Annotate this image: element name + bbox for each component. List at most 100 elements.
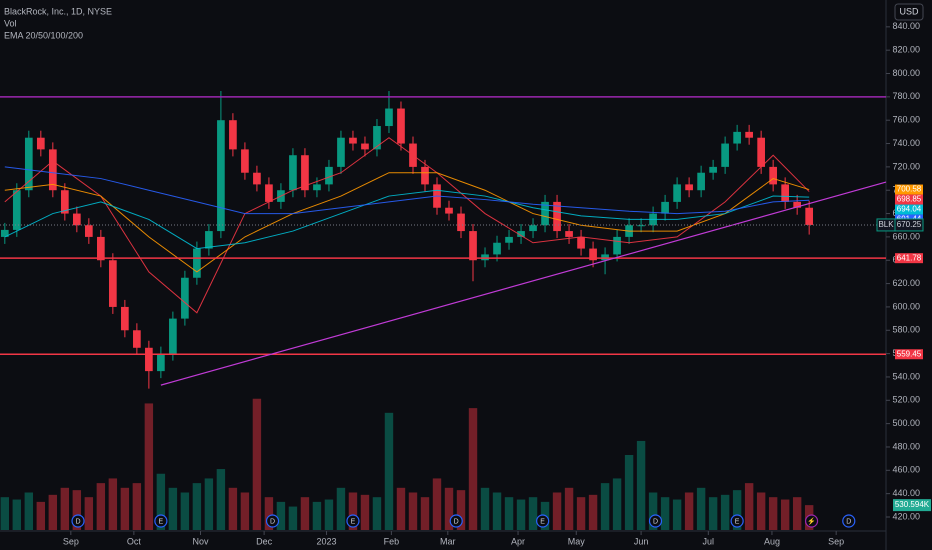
volume-bar <box>144 403 154 530</box>
y-tick-label: 420.00 <box>892 511 920 521</box>
candle-body <box>553 201 561 232</box>
candle-body <box>469 231 477 261</box>
x-tick-label: Jun <box>634 536 649 546</box>
volume-bar <box>420 497 430 530</box>
volume-title: Vol <box>4 18 17 28</box>
volume-bar <box>780 499 790 530</box>
candle-body <box>661 201 669 214</box>
event-label: E <box>351 518 356 525</box>
volume-bar <box>264 497 274 530</box>
volume-bar <box>732 490 742 530</box>
candle-body <box>445 207 453 214</box>
volume-bar <box>708 497 718 530</box>
volume-bar <box>576 497 586 530</box>
event-label: E <box>540 518 545 525</box>
candle-body <box>193 248 201 278</box>
volume-bar <box>228 487 238 530</box>
volume-bar <box>552 492 562 530</box>
volume-bar <box>108 478 118 530</box>
y-tick-label: 620.00 <box>892 278 920 288</box>
price-tag: 641.78 <box>895 253 923 264</box>
volume-bar <box>492 492 502 530</box>
candle-body <box>529 225 537 232</box>
volume-bar <box>324 499 334 530</box>
candle-body <box>577 236 585 249</box>
candle-body <box>169 318 177 354</box>
price-tag-box <box>895 253 923 264</box>
event-marker <box>265 514 280 528</box>
volume-bar <box>156 473 166 530</box>
event-marker <box>449 514 463 528</box>
volume-bar <box>96 483 106 530</box>
volume-bar <box>12 499 22 530</box>
y-tick-label: 440.00 <box>892 488 920 498</box>
candle-body <box>373 126 381 150</box>
volume-bar <box>360 494 370 530</box>
volume-bar <box>276 501 286 530</box>
x-tick-label: Feb <box>384 536 400 546</box>
volume-bar <box>528 497 538 530</box>
candle-body <box>313 184 321 191</box>
currency[interactable]: USD <box>899 6 919 16</box>
volume-bar <box>24 492 34 530</box>
volume-bar <box>384 412 394 530</box>
candle-body <box>517 231 525 237</box>
volume-bar <box>516 499 526 530</box>
candle-body <box>205 231 213 249</box>
event-marker <box>154 514 168 528</box>
volume-bar <box>60 487 70 530</box>
candle-body <box>337 137 345 167</box>
candle-body <box>565 231 573 237</box>
volume-bar <box>36 501 46 530</box>
candle-body <box>181 277 189 319</box>
y-tick-label: 540.00 <box>892 371 920 381</box>
price-tag-label: 698.85 <box>897 195 922 204</box>
candle-body <box>24 137 33 191</box>
candle-body <box>72 213 81 226</box>
price-tag: 700.58 <box>895 184 923 195</box>
x-tick-label: Apr <box>511 536 525 546</box>
chart-title: BlackRock, Inc., 1D, NYSE <box>4 6 112 16</box>
volume-bar <box>396 487 406 530</box>
last-price: 670.25 <box>897 220 922 229</box>
volume-bar <box>468 408 478 530</box>
event-marker <box>730 514 744 528</box>
candle-body <box>361 143 369 150</box>
event-marker <box>648 514 663 528</box>
candle-body <box>289 155 297 191</box>
candle-body <box>145 347 153 372</box>
volume-bar <box>300 497 310 530</box>
y-tick-label: 760.00 <box>892 115 920 125</box>
currency-button[interactable] <box>894 3 924 21</box>
candle-body <box>685 184 693 191</box>
candle-body <box>721 143 729 167</box>
volume-tag: 530.594K <box>895 500 930 509</box>
volume-bar <box>636 440 646 530</box>
x-tick-label: Sep <box>63 536 79 546</box>
event-label: E <box>159 518 164 525</box>
candle-body <box>229 120 237 150</box>
candle-body <box>121 306 129 331</box>
y-tick-label: 720.00 <box>892 161 920 171</box>
x-tick-label: Aug <box>764 536 780 546</box>
volume-bar <box>480 487 490 530</box>
x-tick-label: May <box>568 536 586 546</box>
candle-body <box>637 225 645 227</box>
candle-body <box>397 108 405 144</box>
event-marker <box>71 514 85 528</box>
volume-bar <box>444 487 454 530</box>
candle-body <box>613 236 621 255</box>
candle-body <box>157 353 165 372</box>
candle-body <box>133 330 141 348</box>
candle-body <box>385 108 393 127</box>
symbol-tag: BLK <box>878 220 894 229</box>
price-tag-label: 641.78 <box>897 253 922 262</box>
volume-bar <box>504 497 514 530</box>
volume-bar <box>612 478 622 530</box>
volume-bar <box>696 487 706 530</box>
candle-body <box>781 184 789 202</box>
volume-bar <box>348 492 358 530</box>
price-tag-label: 700.58 <box>897 185 922 194</box>
trend-line <box>160 181 887 386</box>
